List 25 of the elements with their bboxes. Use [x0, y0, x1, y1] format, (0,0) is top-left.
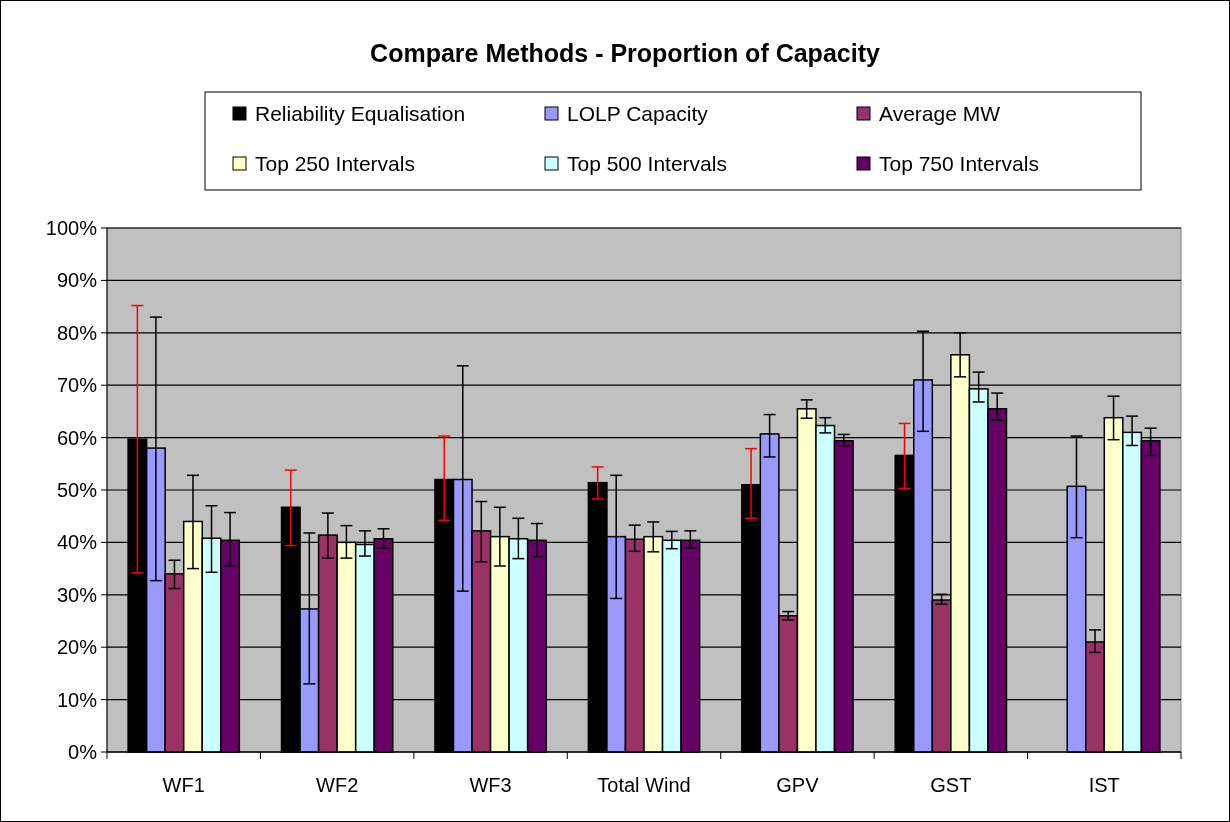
y-tick-label: 20%: [56, 636, 98, 659]
x-tick-label: GPV: [776, 774, 820, 796]
y-tick-label: 40%: [56, 531, 98, 554]
y-tick-label: 90%: [56, 269, 98, 292]
x-tick-label: IST: [1088, 774, 1120, 796]
legend-label: Reliability Equalisation: [255, 102, 466, 125]
y-tick-label: 60%: [56, 426, 98, 449]
legend-label: Top 500 Intervals: [567, 152, 727, 175]
y-tick-label: 50%: [56, 479, 98, 501]
y-tick-label: 10%: [56, 688, 98, 711]
y-tick-label: 80%: [56, 321, 98, 344]
x-tick-label: Total Wind: [597, 774, 691, 796]
legend-label: Top 250 Intervals: [255, 152, 415, 175]
y-tick-label: 30%: [56, 583, 98, 606]
x-tick-label: WF1: [162, 774, 205, 796]
legend-label: Top 750 Intervals: [879, 152, 1039, 175]
legend-label: LOLP Capacity: [567, 102, 709, 125]
chart-title: Compare Methods - Proportion of Capacity: [370, 39, 880, 67]
x-tick-label: GST: [930, 774, 972, 796]
y-tick-label: 0%: [68, 741, 98, 763]
y-tick-label: 100%: [45, 217, 98, 239]
x-tick-label: WF3: [469, 774, 512, 796]
x-tick-label: WF2: [316, 774, 359, 796]
legend-label: Average MW: [879, 102, 1001, 125]
y-tick-label: 70%: [56, 374, 98, 397]
